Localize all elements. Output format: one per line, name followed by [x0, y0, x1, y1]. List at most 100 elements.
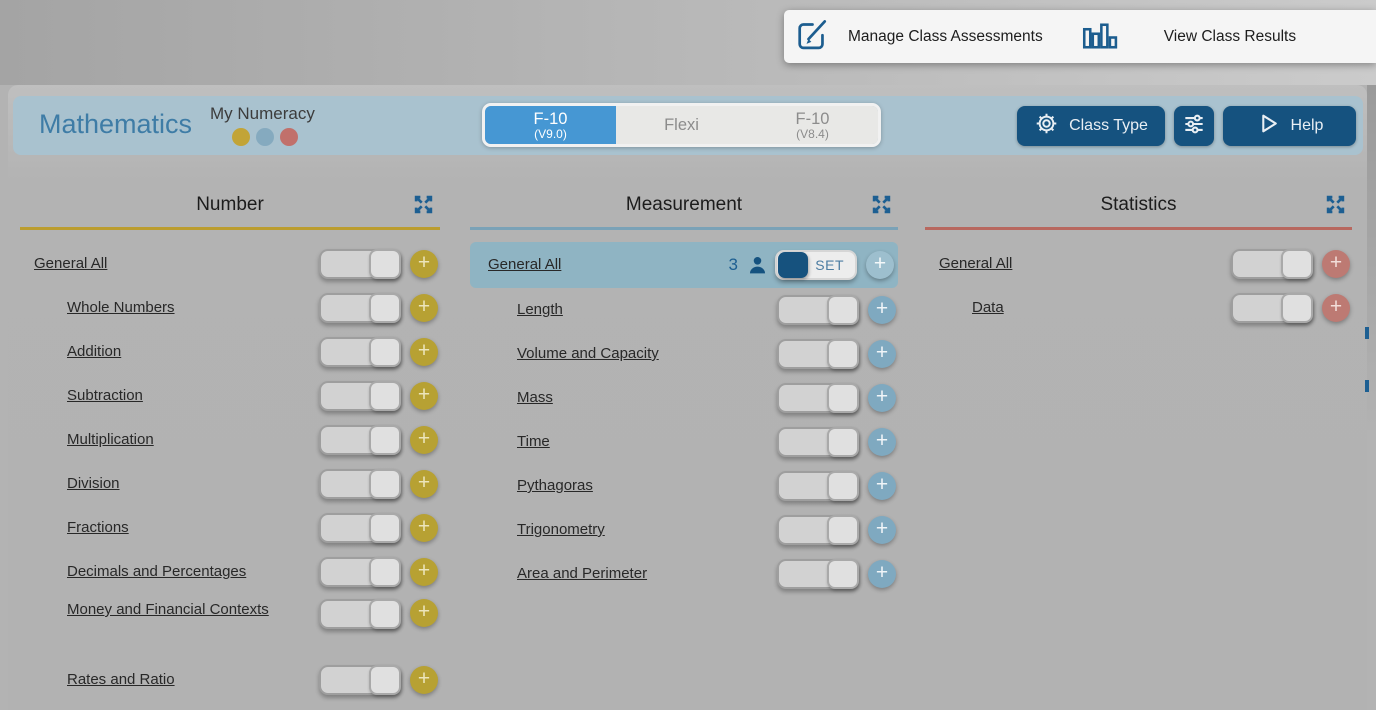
- toggle-knob: [369, 381, 401, 411]
- add-button[interactable]: +: [410, 338, 438, 366]
- class-type-button[interactable]: Class Type: [1017, 106, 1165, 146]
- topic-link[interactable]: Multiplication: [67, 431, 154, 448]
- class-type-label: Class Type: [1069, 117, 1148, 134]
- topic-toggle[interactable]: [777, 383, 859, 413]
- topic-link[interactable]: Division: [67, 475, 120, 492]
- add-button[interactable]: +: [410, 250, 438, 278]
- topic-toggle[interactable]: [319, 425, 401, 455]
- subject-header: Mathematics My Numeracy F-10 (V9.0) Flex…: [13, 96, 1363, 155]
- add-button[interactable]: +: [868, 472, 896, 500]
- topic-link[interactable]: Addition: [67, 343, 122, 360]
- topic-toggle[interactable]: [1231, 249, 1313, 279]
- tab-flexi[interactable]: Flexi: [616, 106, 747, 144]
- add-button[interactable]: +: [868, 384, 896, 412]
- toggle-knob: [369, 425, 401, 455]
- topic-link[interactable]: General All: [34, 255, 108, 272]
- manage-class-assessments-button[interactable]: Manage Class Assessments: [848, 27, 1043, 45]
- topic-toggle[interactable]: [777, 427, 859, 457]
- add-button[interactable]: +: [410, 426, 438, 454]
- edge-partial-icon: [1365, 327, 1369, 339]
- topic-toggle[interactable]: [777, 471, 859, 501]
- header-actions: Class Type Help: [1017, 106, 1356, 146]
- topic-row-money-and-financial-contexts: Money and Financial Contexts +: [20, 594, 440, 658]
- topic-link[interactable]: General All: [939, 255, 1013, 272]
- tab-label: Flexi: [664, 116, 699, 134]
- category-column-number: Number General All + Whole Numbers +: [20, 185, 440, 702]
- add-button[interactable]: +: [1322, 250, 1350, 278]
- add-button[interactable]: +: [410, 558, 438, 586]
- toggle-knob: [369, 293, 401, 323]
- filter-settings-button[interactable]: [1174, 106, 1214, 146]
- topic-row-volume-and-capacity: Volume and Capacity +: [470, 332, 898, 376]
- topic-link[interactable]: General All: [488, 256, 562, 273]
- add-button[interactable]: +: [1322, 294, 1350, 322]
- topic-link[interactable]: Area and Perimeter: [517, 565, 648, 582]
- gear-icon: [1034, 111, 1059, 141]
- add-button[interactable]: +: [868, 560, 896, 588]
- add-button[interactable]: +: [868, 340, 896, 368]
- topic-toggle[interactable]: [777, 295, 859, 325]
- add-button[interactable]: +: [410, 382, 438, 410]
- expand-icon[interactable]: [1325, 194, 1346, 215]
- add-button[interactable]: +: [410, 599, 438, 627]
- add-button[interactable]: +: [410, 514, 438, 542]
- toggle-knob: [827, 515, 859, 545]
- topic-row-multiplication: Multiplication +: [20, 418, 440, 462]
- topic-row-trigonometry: Trigonometry +: [470, 508, 898, 552]
- topic-row-rates-and-ratio: Rates and Ratio +: [20, 658, 440, 702]
- topic-toggle[interactable]: [319, 513, 401, 543]
- add-button[interactable]: +: [410, 666, 438, 694]
- topic-link[interactable]: Money and Financial Contexts: [67, 601, 269, 618]
- add-button[interactable]: +: [868, 428, 896, 456]
- toggle-knob: [827, 559, 859, 589]
- topic-toggle[interactable]: [319, 249, 401, 279]
- topic-toggle[interactable]: [1231, 293, 1313, 323]
- topic-link[interactable]: Decimals and Percentages: [67, 563, 247, 580]
- view-class-results-button[interactable]: View Class Results: [1163, 27, 1297, 45]
- topic-toggle[interactable]: [319, 381, 401, 411]
- category-column-statistics: Statistics General All + Data +: [925, 185, 1352, 330]
- topic-row-general-all: General All 3 SET +: [470, 242, 898, 288]
- topic-toggle[interactable]: [777, 339, 859, 369]
- legend-dot: [232, 128, 250, 146]
- assessment-toolbar: Manage Class Assessments View Class Resu…: [784, 10, 1376, 63]
- topic-row-time: Time +: [470, 420, 898, 464]
- topic-link[interactable]: Fractions: [67, 519, 129, 536]
- topic-toggle[interactable]: [319, 293, 401, 323]
- topic-toggle[interactable]: [319, 665, 401, 695]
- tab-version: (V9.0): [534, 126, 567, 141]
- topic-link[interactable]: Data: [972, 299, 1004, 316]
- topic-row-division: Division +: [20, 462, 440, 506]
- topic-toggle[interactable]: [319, 599, 401, 629]
- topic-row-general-all: General All +: [925, 242, 1352, 286]
- add-button[interactable]: +: [410, 470, 438, 498]
- bar-chart-icon: [1079, 14, 1118, 60]
- topic-link[interactable]: Length: [517, 301, 563, 318]
- topic-link[interactable]: Time: [517, 433, 550, 450]
- add-button[interactable]: +: [868, 296, 896, 324]
- legend-dots: [232, 128, 298, 146]
- expand-icon[interactable]: [871, 194, 892, 215]
- topic-list: General All 3 SET + Length + Volume and …: [470, 230, 898, 596]
- topic-toggle[interactable]: [319, 337, 401, 367]
- tab-f-10-v9.0[interactable]: F-10 (V9.0): [485, 106, 616, 144]
- topic-link[interactable]: Subtraction: [67, 387, 143, 404]
- expand-icon[interactable]: [413, 194, 434, 215]
- help-button[interactable]: Help: [1223, 106, 1356, 146]
- edge-partial-icon: [1365, 380, 1369, 392]
- add-button[interactable]: +: [410, 294, 438, 322]
- tab-f-10-v8.4[interactable]: F-10 (V8.4): [747, 106, 878, 144]
- add-button[interactable]: +: [866, 251, 894, 279]
- topic-toggle[interactable]: SET: [775, 250, 857, 280]
- topic-link[interactable]: Whole Numbers: [67, 299, 175, 316]
- add-button[interactable]: +: [868, 516, 896, 544]
- topic-toggle[interactable]: [319, 469, 401, 499]
- topic-link[interactable]: Mass: [517, 389, 553, 406]
- topic-link[interactable]: Trigonometry: [517, 521, 605, 538]
- topic-toggle[interactable]: [777, 515, 859, 545]
- topic-link[interactable]: Pythagoras: [517, 477, 593, 494]
- topic-link[interactable]: Volume and Capacity: [517, 345, 659, 362]
- topic-toggle[interactable]: [777, 559, 859, 589]
- topic-link[interactable]: Rates and Ratio: [67, 671, 175, 688]
- topic-toggle[interactable]: [319, 557, 401, 587]
